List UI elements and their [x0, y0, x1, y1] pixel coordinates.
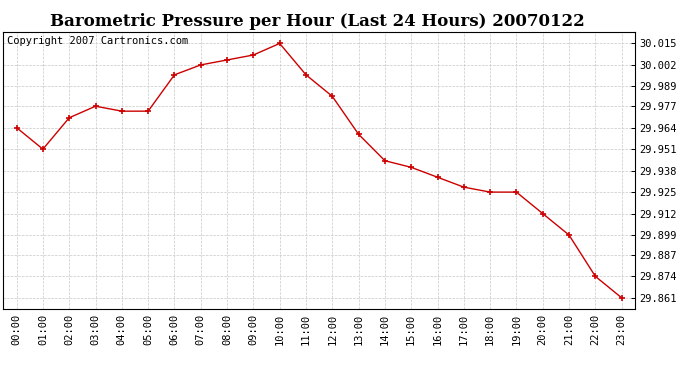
Text: Copyright 2007 Cartronics.com: Copyright 2007 Cartronics.com: [7, 36, 188, 46]
Text: Barometric Pressure per Hour (Last 24 Hours) 20070122: Barometric Pressure per Hour (Last 24 Ho…: [50, 13, 585, 30]
